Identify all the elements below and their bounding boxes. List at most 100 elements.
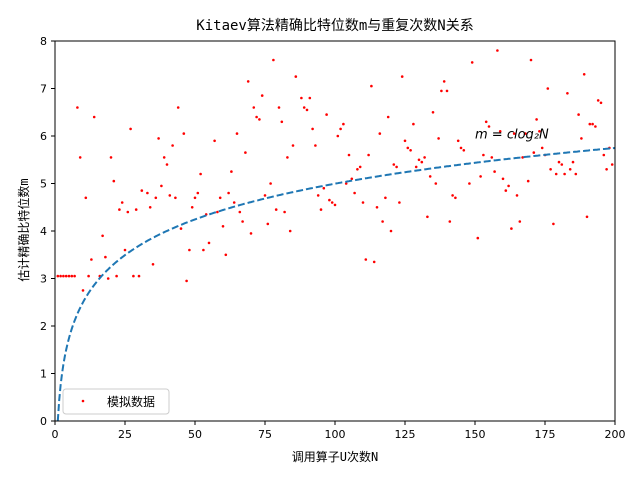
scatter-point xyxy=(361,201,365,204)
scatter-point xyxy=(126,210,130,214)
scatter-point xyxy=(316,194,320,197)
scatter-point xyxy=(132,274,135,278)
scatter-point xyxy=(549,168,552,171)
scatter-point xyxy=(330,201,334,204)
scatter-point xyxy=(462,149,466,152)
x-tick-label: 0 xyxy=(52,428,59,441)
y-tick-label: 3 xyxy=(40,273,47,286)
scatter-point xyxy=(112,179,116,183)
scatter-point xyxy=(129,127,132,131)
scatter-point xyxy=(252,106,256,109)
y-tick-label: 7 xyxy=(40,83,47,96)
scatter-point xyxy=(445,89,449,93)
scatter-point xyxy=(568,168,572,171)
x-tick-label: 150 xyxy=(465,428,486,441)
y-tick-label: 8 xyxy=(40,35,47,48)
scatter-point xyxy=(526,179,530,183)
scatter-point xyxy=(372,260,376,264)
scatter-point xyxy=(540,146,544,150)
scatter-point xyxy=(59,274,62,278)
scatter-point xyxy=(300,96,303,100)
scatter-point xyxy=(165,163,169,166)
scatter-point xyxy=(370,84,373,88)
scatter-point xyxy=(87,274,90,278)
scatter-point xyxy=(249,232,253,235)
scatter-point xyxy=(328,198,331,202)
scatter-point xyxy=(73,274,76,278)
scatter-point xyxy=(171,144,174,147)
scatter-point xyxy=(512,132,516,135)
scatter-point xyxy=(283,210,286,214)
scatter-point xyxy=(76,106,79,109)
scatter-point xyxy=(260,94,264,97)
fit-curve-line xyxy=(56,147,616,422)
scatter-point xyxy=(115,274,118,278)
scatter-point xyxy=(347,153,351,157)
scatter-point xyxy=(392,163,396,166)
scatter-point xyxy=(554,172,558,176)
scatter-point xyxy=(423,156,426,159)
scatter-point xyxy=(246,80,250,83)
scatter-point xyxy=(580,137,583,140)
scatter-point xyxy=(154,196,158,200)
scatter-point xyxy=(118,208,121,211)
scatter-point xyxy=(137,274,141,278)
scatter-point xyxy=(269,182,272,185)
scatter-point xyxy=(232,201,236,204)
scatter-point xyxy=(308,96,312,100)
scatter-point xyxy=(64,274,68,278)
scatter-point xyxy=(277,106,281,109)
scatter-point xyxy=(342,122,345,126)
scatter-point xyxy=(504,189,508,192)
scatter-point xyxy=(566,92,569,95)
scatter-point xyxy=(563,172,566,176)
scatter-point xyxy=(218,196,222,200)
scatter-point xyxy=(280,120,284,124)
scatter-point xyxy=(263,194,267,197)
scatter-point xyxy=(431,111,435,114)
scatter-point xyxy=(314,144,317,147)
scatter-point xyxy=(81,289,85,292)
scatter-point xyxy=(288,229,292,233)
scatter-point xyxy=(378,132,382,135)
scatter-point xyxy=(148,206,152,209)
x-tick-label: 125 xyxy=(395,428,416,441)
scatter-point xyxy=(188,248,191,252)
scatter-point xyxy=(202,248,205,252)
scatter-point xyxy=(311,127,314,131)
scatter-point xyxy=(496,49,499,52)
x-axis-label: 调用算子U次数N xyxy=(292,449,378,464)
scatter-point xyxy=(591,122,594,126)
scatter-point xyxy=(350,177,354,181)
scatter-point xyxy=(426,215,429,219)
scatter-point xyxy=(384,196,387,200)
scatter-point xyxy=(400,75,404,78)
x-tick-label: 25 xyxy=(118,428,132,441)
scatter-point xyxy=(157,137,160,140)
scatter-point xyxy=(468,182,471,185)
fit-annotation: m = clog₂N xyxy=(475,128,549,143)
scatter-point xyxy=(120,201,124,204)
scatter-point xyxy=(134,208,138,211)
scatter-point xyxy=(395,165,398,169)
scatter-point xyxy=(244,151,247,154)
scatter-point xyxy=(521,156,524,159)
scatter-point xyxy=(389,229,393,233)
scatter-point xyxy=(235,132,239,135)
scatter-point xyxy=(571,160,575,164)
scatter-point xyxy=(479,175,482,178)
scatter-point xyxy=(123,248,127,252)
scatter-point xyxy=(498,130,502,133)
legend-box xyxy=(62,388,170,415)
scatter-point xyxy=(448,220,452,223)
scatter-point xyxy=(529,58,533,62)
scatter-point xyxy=(451,194,454,197)
scatter-point xyxy=(484,120,488,124)
scatter-point xyxy=(417,158,421,162)
legend: 模拟数据 xyxy=(62,388,170,415)
scatter-point xyxy=(557,160,561,164)
scatter-point xyxy=(588,122,592,126)
scatter-point xyxy=(574,172,578,176)
scatter-point xyxy=(437,137,440,140)
scatter-point xyxy=(602,153,606,157)
